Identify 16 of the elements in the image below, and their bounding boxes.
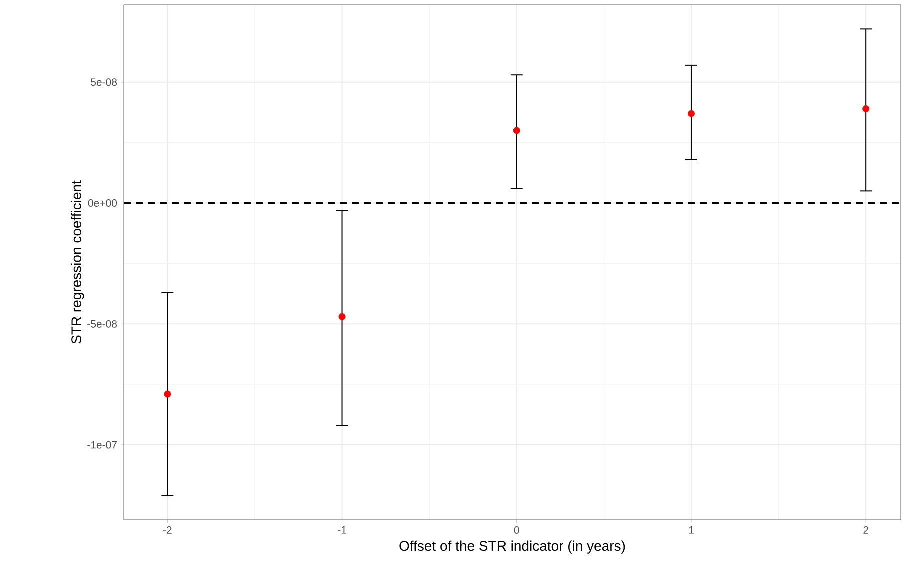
y-tick-label: 5e-08 <box>91 78 118 86</box>
point <box>338 313 346 320</box>
x-tick-label: -2 <box>163 526 172 534</box>
point <box>513 127 520 134</box>
point <box>164 390 172 398</box>
y-tick-label: -1e-07 <box>88 441 117 449</box>
x-tick-label: 0 <box>514 526 520 534</box>
y-tick-label: 0e+00 <box>88 200 118 207</box>
y-axis-title: STR regression coefficient <box>71 180 84 344</box>
x-tick-label: 1 <box>689 526 694 534</box>
x-axis-title: Offset of the STR indicator (in years) <box>400 540 626 554</box>
point <box>688 110 695 118</box>
x-tick-label: -1 <box>338 526 346 534</box>
x-tick-label: 2 <box>864 526 868 534</box>
point <box>862 105 870 112</box>
y-tick-label: -5e-08 <box>88 320 118 328</box>
